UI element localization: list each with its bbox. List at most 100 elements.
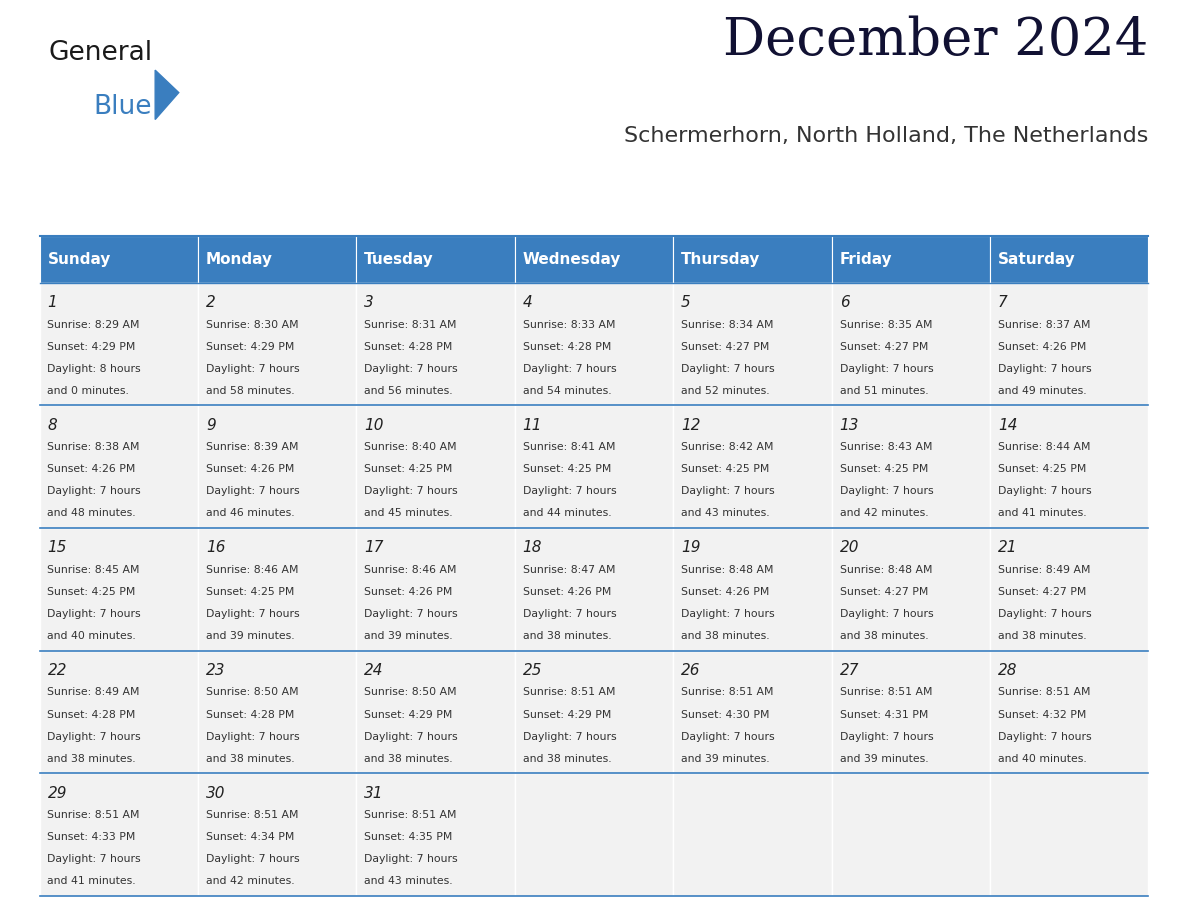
Text: 27: 27 — [840, 663, 859, 677]
Text: Daylight: 7 hours: Daylight: 7 hours — [523, 364, 617, 374]
FancyBboxPatch shape — [356, 236, 514, 283]
Text: and 38 minutes.: and 38 minutes. — [998, 631, 1087, 641]
Text: 22: 22 — [48, 663, 67, 677]
Text: Daylight: 7 hours: Daylight: 7 hours — [840, 609, 933, 619]
Text: Sunrise: 8:48 AM: Sunrise: 8:48 AM — [840, 565, 933, 575]
Text: Thursday: Thursday — [681, 252, 760, 267]
Text: Sunset: 4:26 PM: Sunset: 4:26 PM — [48, 465, 135, 475]
FancyBboxPatch shape — [990, 528, 1149, 651]
Text: and 40 minutes.: and 40 minutes. — [48, 631, 137, 641]
Text: 12: 12 — [681, 418, 701, 432]
Text: Sunset: 4:25 PM: Sunset: 4:25 PM — [998, 465, 1086, 475]
Text: and 45 minutes.: and 45 minutes. — [365, 509, 453, 519]
Text: Daylight: 7 hours: Daylight: 7 hours — [48, 487, 141, 497]
Text: Blue: Blue — [94, 94, 152, 119]
Text: 6: 6 — [840, 295, 849, 310]
Text: 30: 30 — [206, 786, 226, 800]
FancyBboxPatch shape — [198, 773, 356, 896]
Text: 4: 4 — [523, 295, 532, 310]
Text: Sunset: 4:26 PM: Sunset: 4:26 PM — [206, 465, 295, 475]
FancyBboxPatch shape — [832, 406, 990, 528]
Text: Sunrise: 8:38 AM: Sunrise: 8:38 AM — [48, 442, 140, 453]
Text: and 52 minutes.: and 52 minutes. — [681, 386, 770, 396]
Text: Sunrise: 8:33 AM: Sunrise: 8:33 AM — [523, 319, 615, 330]
FancyBboxPatch shape — [198, 283, 356, 406]
Text: Sunset: 4:26 PM: Sunset: 4:26 PM — [365, 587, 453, 597]
Text: Sunrise: 8:45 AM: Sunrise: 8:45 AM — [48, 565, 140, 575]
Text: Daylight: 7 hours: Daylight: 7 hours — [48, 609, 141, 619]
Text: Daylight: 7 hours: Daylight: 7 hours — [681, 732, 775, 742]
Text: and 41 minutes.: and 41 minutes. — [48, 877, 137, 886]
Text: Daylight: 7 hours: Daylight: 7 hours — [840, 487, 933, 497]
Text: Sunset: 4:30 PM: Sunset: 4:30 PM — [681, 710, 770, 720]
Text: Sunset: 4:28 PM: Sunset: 4:28 PM — [48, 710, 135, 720]
FancyBboxPatch shape — [832, 773, 990, 896]
Text: 26: 26 — [681, 663, 701, 677]
Text: Sunset: 4:32 PM: Sunset: 4:32 PM — [998, 710, 1086, 720]
Text: 10: 10 — [365, 418, 384, 432]
Text: and 38 minutes.: and 38 minutes. — [48, 754, 137, 764]
Text: Daylight: 7 hours: Daylight: 7 hours — [998, 364, 1092, 374]
FancyBboxPatch shape — [39, 283, 198, 406]
Text: and 56 minutes.: and 56 minutes. — [365, 386, 453, 396]
Text: Daylight: 7 hours: Daylight: 7 hours — [681, 609, 775, 619]
Text: Monday: Monday — [206, 252, 273, 267]
Text: 7: 7 — [998, 295, 1007, 310]
Text: Sunset: 4:34 PM: Sunset: 4:34 PM — [206, 832, 295, 842]
FancyBboxPatch shape — [674, 528, 832, 651]
Text: and 42 minutes.: and 42 minutes. — [206, 877, 295, 886]
Text: 13: 13 — [840, 418, 859, 432]
Text: December 2024: December 2024 — [723, 15, 1149, 66]
FancyBboxPatch shape — [356, 773, 514, 896]
Text: Sunrise: 8:41 AM: Sunrise: 8:41 AM — [523, 442, 615, 453]
Text: 3: 3 — [365, 295, 374, 310]
Text: 1: 1 — [48, 295, 57, 310]
Text: Sunset: 4:26 PM: Sunset: 4:26 PM — [523, 587, 611, 597]
FancyBboxPatch shape — [990, 406, 1149, 528]
Text: 24: 24 — [365, 663, 384, 677]
Text: 19: 19 — [681, 541, 701, 555]
FancyBboxPatch shape — [356, 283, 514, 406]
Text: Daylight: 7 hours: Daylight: 7 hours — [681, 364, 775, 374]
FancyBboxPatch shape — [990, 773, 1149, 896]
Text: and 39 minutes.: and 39 minutes. — [365, 631, 453, 641]
Text: 5: 5 — [681, 295, 691, 310]
Text: 21: 21 — [998, 541, 1017, 555]
FancyBboxPatch shape — [514, 406, 674, 528]
Text: Sunrise: 8:30 AM: Sunrise: 8:30 AM — [206, 319, 298, 330]
Text: and 43 minutes.: and 43 minutes. — [365, 877, 453, 886]
Text: Sunset: 4:25 PM: Sunset: 4:25 PM — [48, 587, 135, 597]
Text: Daylight: 7 hours: Daylight: 7 hours — [206, 732, 299, 742]
Text: Sunrise: 8:51 AM: Sunrise: 8:51 AM — [840, 688, 933, 698]
FancyBboxPatch shape — [356, 651, 514, 773]
FancyBboxPatch shape — [514, 773, 674, 896]
Text: and 40 minutes.: and 40 minutes. — [998, 754, 1087, 764]
FancyBboxPatch shape — [39, 236, 198, 283]
Text: Sunset: 4:28 PM: Sunset: 4:28 PM — [523, 341, 611, 352]
Text: Daylight: 7 hours: Daylight: 7 hours — [840, 364, 933, 374]
FancyBboxPatch shape — [514, 528, 674, 651]
Text: 18: 18 — [523, 541, 542, 555]
FancyBboxPatch shape — [990, 651, 1149, 773]
Text: Sunrise: 8:50 AM: Sunrise: 8:50 AM — [365, 688, 457, 698]
Text: Sunset: 4:26 PM: Sunset: 4:26 PM — [681, 587, 770, 597]
Text: Sunday: Sunday — [48, 252, 110, 267]
Text: Sunset: 4:25 PM: Sunset: 4:25 PM — [681, 465, 770, 475]
Text: and 51 minutes.: and 51 minutes. — [840, 386, 928, 396]
Text: Sunrise: 8:43 AM: Sunrise: 8:43 AM — [840, 442, 933, 453]
Text: and 46 minutes.: and 46 minutes. — [206, 509, 295, 519]
Text: Sunset: 4:33 PM: Sunset: 4:33 PM — [48, 832, 135, 842]
Text: Sunrise: 8:42 AM: Sunrise: 8:42 AM — [681, 442, 773, 453]
Text: Daylight: 7 hours: Daylight: 7 hours — [365, 364, 457, 374]
Text: Sunrise: 8:51 AM: Sunrise: 8:51 AM — [365, 810, 457, 820]
FancyBboxPatch shape — [356, 528, 514, 651]
Text: and 38 minutes.: and 38 minutes. — [365, 754, 453, 764]
Text: Daylight: 7 hours: Daylight: 7 hours — [840, 732, 933, 742]
Text: 15: 15 — [48, 541, 67, 555]
Text: Sunrise: 8:37 AM: Sunrise: 8:37 AM — [998, 319, 1091, 330]
Text: and 0 minutes.: and 0 minutes. — [48, 386, 129, 396]
Text: Sunrise: 8:39 AM: Sunrise: 8:39 AM — [206, 442, 298, 453]
Text: Sunset: 4:29 PM: Sunset: 4:29 PM — [48, 341, 135, 352]
Text: Daylight: 7 hours: Daylight: 7 hours — [523, 609, 617, 619]
Text: and 54 minutes.: and 54 minutes. — [523, 386, 612, 396]
